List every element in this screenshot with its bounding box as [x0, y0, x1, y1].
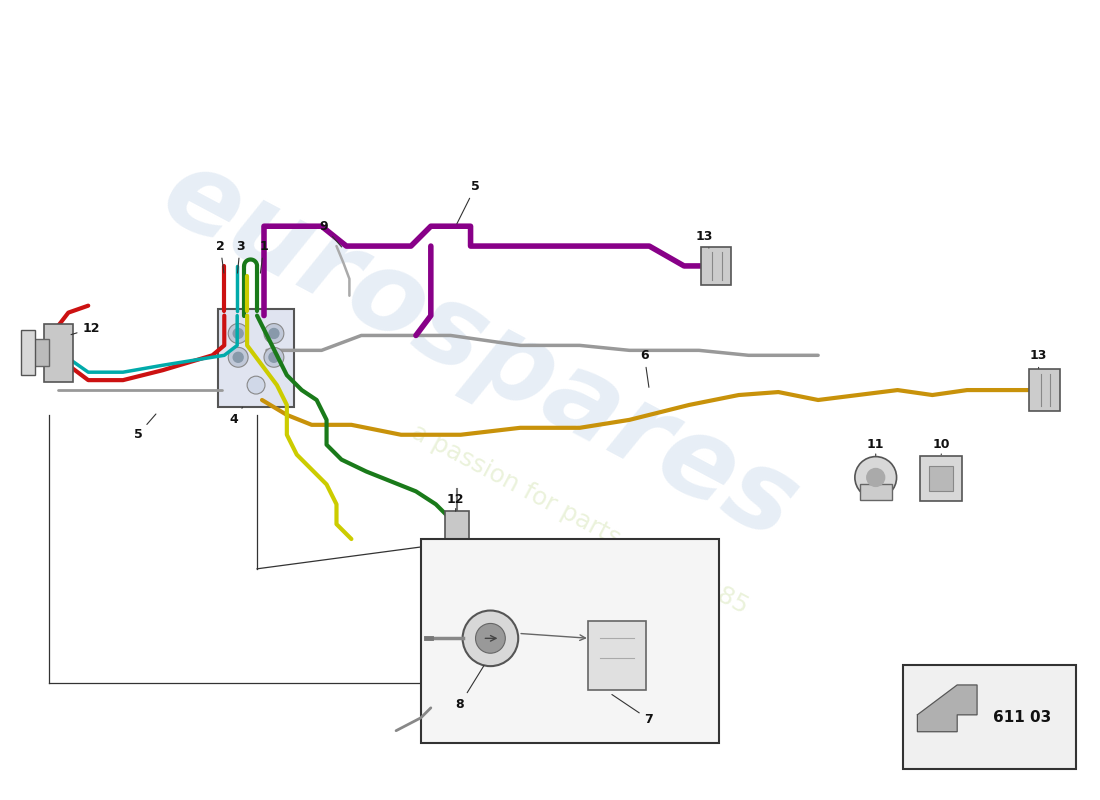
Circle shape: [233, 329, 243, 338]
Text: a passion for parts since 1985: a passion for parts since 1985: [407, 420, 752, 618]
Text: 8: 8: [455, 666, 484, 711]
FancyBboxPatch shape: [218, 309, 294, 407]
Text: 13: 13: [695, 230, 713, 248]
FancyBboxPatch shape: [930, 466, 954, 491]
Text: 13: 13: [1030, 349, 1047, 368]
Circle shape: [264, 323, 284, 343]
Text: 6: 6: [640, 349, 649, 387]
Text: 12: 12: [447, 493, 464, 511]
Circle shape: [229, 323, 249, 343]
Circle shape: [264, 347, 284, 367]
FancyBboxPatch shape: [860, 485, 892, 500]
Text: 2: 2: [216, 239, 224, 273]
Circle shape: [248, 376, 265, 394]
Polygon shape: [917, 685, 977, 732]
Text: 12: 12: [72, 322, 100, 335]
Text: 11: 11: [867, 438, 884, 456]
Circle shape: [475, 623, 505, 654]
Text: 4: 4: [230, 407, 243, 426]
FancyBboxPatch shape: [587, 622, 647, 690]
Circle shape: [463, 610, 518, 666]
Bar: [902, 665, 1076, 770]
Bar: [421, 539, 718, 742]
Text: 5: 5: [133, 414, 156, 442]
Text: 611 03: 611 03: [992, 710, 1050, 726]
Circle shape: [855, 457, 896, 498]
FancyBboxPatch shape: [921, 456, 962, 502]
FancyBboxPatch shape: [33, 339, 48, 366]
Circle shape: [233, 352, 243, 362]
Circle shape: [270, 329, 279, 338]
Bar: [21, 330, 34, 375]
FancyBboxPatch shape: [44, 323, 74, 382]
FancyBboxPatch shape: [701, 247, 730, 285]
Text: 10: 10: [933, 438, 950, 454]
FancyBboxPatch shape: [1028, 370, 1060, 411]
Circle shape: [867, 469, 884, 486]
Text: 9: 9: [319, 220, 342, 247]
Text: eurospares: eurospares: [145, 138, 816, 562]
Circle shape: [229, 347, 249, 367]
Text: 7: 7: [612, 694, 653, 726]
Text: 5: 5: [456, 180, 480, 224]
Text: 1: 1: [260, 239, 268, 273]
Text: 3: 3: [235, 239, 244, 273]
Circle shape: [270, 352, 279, 362]
FancyBboxPatch shape: [444, 511, 469, 545]
